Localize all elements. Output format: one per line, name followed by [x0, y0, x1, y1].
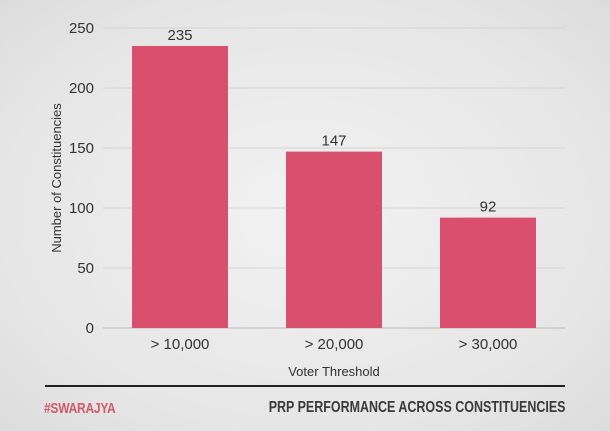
bar: [286, 151, 382, 328]
data-label: 235: [167, 27, 192, 44]
brand-logo: #SWARAJYA: [44, 400, 116, 417]
y-axis-label: Number of Constituencies: [49, 103, 64, 253]
bar: [132, 46, 228, 328]
footer-title: PRP PERFORMANCE ACROSS CONSTITUENCIES: [268, 399, 565, 416]
y-axis-ticks: 0 50 100 150 200 250: [69, 20, 94, 337]
x-tick-label: > 20,000: [305, 336, 364, 353]
bar: [440, 217, 536, 328]
data-label: 147: [321, 133, 346, 150]
x-axis-ticks: > 10,000 > 20,000 > 30,000: [151, 336, 518, 353]
bars: 235 147 92: [132, 27, 536, 328]
y-tick-label: 250: [69, 20, 94, 37]
footer-divider: [45, 385, 565, 387]
x-axis-label: Voter Threshold: [288, 364, 380, 379]
y-tick-label: 0: [86, 320, 94, 337]
x-tick-label: > 10,000: [151, 336, 210, 353]
y-tick-label: 100: [69, 200, 94, 217]
data-label: 92: [480, 199, 497, 216]
y-tick-label: 50: [77, 260, 94, 277]
x-tick-label: > 30,000: [459, 336, 518, 353]
y-tick-label: 200: [69, 80, 94, 97]
y-tick-label: 150: [69, 140, 94, 157]
